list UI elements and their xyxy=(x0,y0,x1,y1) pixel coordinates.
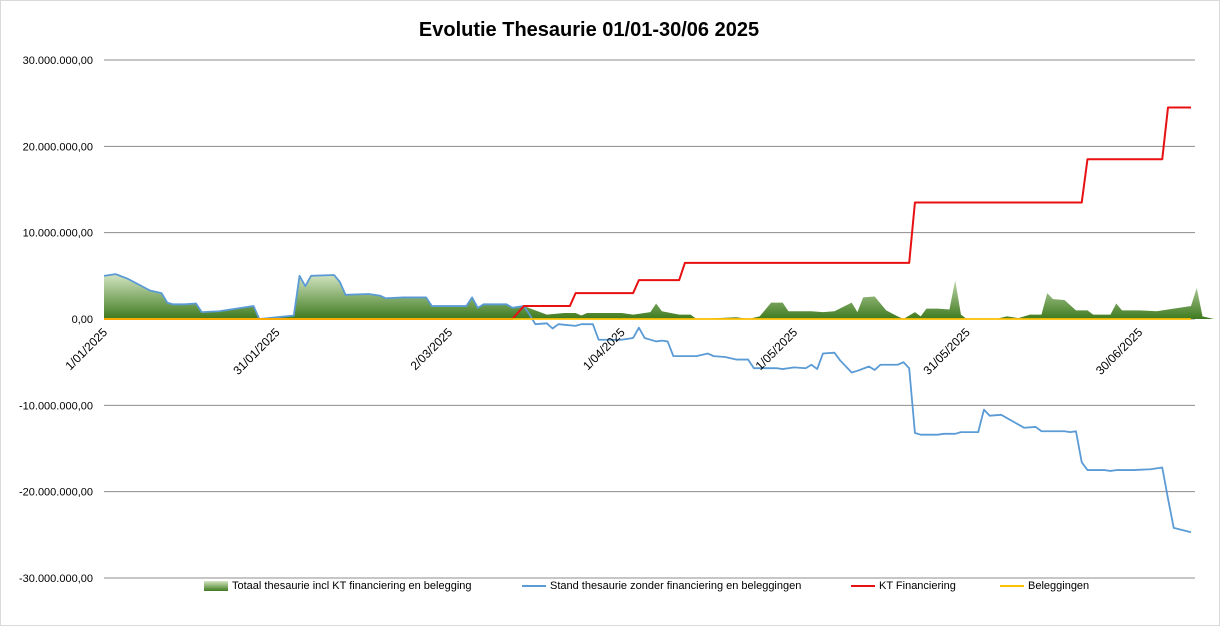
chart-legend: Totaal thesaurie incl KT financiering en… xyxy=(0,580,1220,596)
legend-label: Beleggingen xyxy=(1028,580,1090,592)
legend-swatch xyxy=(204,581,228,591)
x-tick-label: 30/06/2025 xyxy=(1093,325,1146,378)
y-tick-label: 20.000.000,00 xyxy=(23,141,93,153)
legend-swatch xyxy=(522,585,546,587)
y-tick-label: 0,00 xyxy=(72,314,93,326)
x-tick-label: 1/05/2025 xyxy=(753,325,801,373)
x-tick-label: 2/03/2025 xyxy=(408,325,456,373)
legend-label: Stand thesaurie zonder financiering en b… xyxy=(550,580,802,592)
x-tick-label: 31/05/2025 xyxy=(920,325,973,378)
y-tick-label: -20.000.000,00 xyxy=(19,487,93,499)
x-tick-label: 1/04/2025 xyxy=(580,325,628,373)
chart-title: Evolutie Thesaurie 01/01-30/06 2025 xyxy=(418,19,760,41)
legend-label: KT Financiering xyxy=(879,580,956,592)
legend-swatch xyxy=(1000,585,1024,587)
x-tick-label: 1/01/2025 xyxy=(62,325,110,373)
y-tick-label: -10.000.000,00 xyxy=(19,400,93,412)
legend-item: Totaal thesaurie incl KT financiering en… xyxy=(204,580,472,592)
legend-item: KT Financiering xyxy=(851,580,956,592)
y-tick-label: -30.000.000,00 xyxy=(19,573,93,585)
y-tick-label: 30.000.000,00 xyxy=(23,55,93,67)
legend-swatch xyxy=(851,585,875,587)
legend-item: Beleggingen xyxy=(1000,580,1089,592)
y-tick-label: 10.000.000,00 xyxy=(23,228,93,240)
series-line-2 xyxy=(104,106,1191,320)
series-line-1 xyxy=(103,273,1192,534)
legend-item: Stand thesaurie zonder financiering en b… xyxy=(522,580,801,592)
x-tick-label: 31/01/2025 xyxy=(230,325,283,378)
legend-label: Totaal thesaurie incl KT financiering en… xyxy=(232,580,472,592)
series-area-totaal xyxy=(104,274,1215,319)
